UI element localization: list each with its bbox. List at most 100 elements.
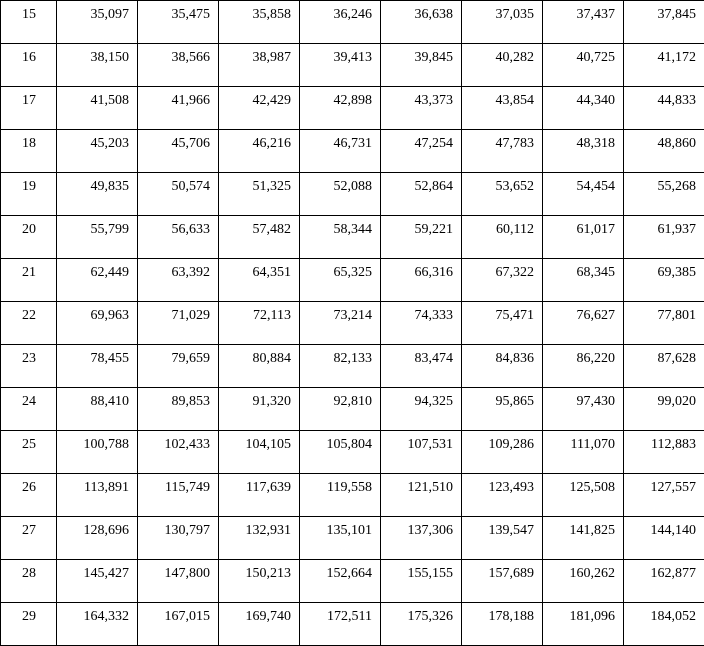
table-cell: 119,558 [300,474,381,517]
table-cell: 55,799 [57,216,138,259]
row-label: 27 [1,517,57,560]
table-cell: 127,557 [624,474,704,517]
table-cell: 36,638 [381,1,462,44]
table-cell: 59,221 [381,216,462,259]
table-cell: 184,052 [624,603,704,646]
table-cell: 58,344 [300,216,381,259]
table-cell: 47,783 [462,130,543,173]
table-cell: 66,316 [381,259,462,302]
table-cell: 152,664 [300,560,381,603]
row-label: 18 [1,130,57,173]
table-cell: 51,325 [219,173,300,216]
table-cell: 175,326 [381,603,462,646]
table-cell: 38,566 [138,44,219,87]
table-cell: 50,574 [138,173,219,216]
table-cell: 53,652 [462,173,543,216]
row-label: 19 [1,173,57,216]
table-row: 1845,20345,70646,21646,73147,25447,78348… [1,130,704,173]
table-cell: 61,937 [624,216,704,259]
table-cell: 52,864 [381,173,462,216]
table-cell: 169,740 [219,603,300,646]
table-cell: 73,214 [300,302,381,345]
table-cell: 71,029 [138,302,219,345]
table-cell: 41,508 [57,87,138,130]
table-cell: 102,433 [138,431,219,474]
row-label: 21 [1,259,57,302]
table-cell: 38,150 [57,44,138,87]
table-row: 29164,332167,015169,740172,511175,326178… [1,603,704,646]
table-cell: 67,322 [462,259,543,302]
row-label: 16 [1,44,57,87]
table-cell: 112,883 [624,431,704,474]
table-cell: 60,112 [462,216,543,259]
table-cell: 56,633 [138,216,219,259]
table-cell: 155,155 [381,560,462,603]
table-cell: 99,020 [624,388,704,431]
table-cell: 172,511 [300,603,381,646]
table-cell: 46,216 [219,130,300,173]
row-label: 20 [1,216,57,259]
table-cell: 135,101 [300,517,381,560]
table-cell: 41,966 [138,87,219,130]
table-cell: 75,471 [462,302,543,345]
table-cell: 61,017 [543,216,624,259]
row-label: 28 [1,560,57,603]
table-row: 26113,891115,749117,639119,558121,510123… [1,474,704,517]
table-cell: 35,475 [138,1,219,44]
table-cell: 164,332 [57,603,138,646]
table-row: 2488,41089,85391,32092,81094,32595,86597… [1,388,704,431]
table-cell: 113,891 [57,474,138,517]
table-cell: 37,035 [462,1,543,44]
table-cell: 167,015 [138,603,219,646]
table-cell: 105,804 [300,431,381,474]
table-cell: 45,203 [57,130,138,173]
table-cell: 97,430 [543,388,624,431]
table-cell: 48,860 [624,130,704,173]
table-row: 25100,788102,433104,105105,804107,531109… [1,431,704,474]
table-cell: 104,105 [219,431,300,474]
table-cell: 42,898 [300,87,381,130]
table-cell: 181,096 [543,603,624,646]
table-cell: 46,731 [300,130,381,173]
table-cell: 91,320 [219,388,300,431]
table-row: 1535,09735,47535,85836,24636,63837,03537… [1,1,704,44]
table-cell: 94,325 [381,388,462,431]
table-cell: 48,318 [543,130,624,173]
table-cell: 78,455 [57,345,138,388]
table-cell: 35,097 [57,1,138,44]
table-cell: 64,351 [219,259,300,302]
table-cell: 117,639 [219,474,300,517]
table-cell: 130,797 [138,517,219,560]
table-cell: 162,877 [624,560,704,603]
table-cell: 54,454 [543,173,624,216]
table-cell: 139,547 [462,517,543,560]
table-cell: 52,088 [300,173,381,216]
table-cell: 35,858 [219,1,300,44]
table-cell: 150,213 [219,560,300,603]
table-cell: 100,788 [57,431,138,474]
table-cell: 74,333 [381,302,462,345]
table-cell: 44,833 [624,87,704,130]
row-label: 24 [1,388,57,431]
table-cell: 40,725 [543,44,624,87]
row-label: 15 [1,1,57,44]
table-row: 27128,696130,797132,931135,101137,306139… [1,517,704,560]
table-cell: 77,801 [624,302,704,345]
table-cell: 95,865 [462,388,543,431]
table-cell: 128,696 [57,517,138,560]
table-cell: 36,246 [300,1,381,44]
table-cell: 160,262 [543,560,624,603]
table-cell: 145,427 [57,560,138,603]
table-row: 2055,79956,63357,48258,34459,22160,11261… [1,216,704,259]
table-row: 2269,96371,02972,11373,21474,33375,47176… [1,302,704,345]
table-cell: 68,345 [543,259,624,302]
row-label: 22 [1,302,57,345]
table-cell: 39,413 [300,44,381,87]
row-label: 29 [1,603,57,646]
table-cell: 37,437 [543,1,624,44]
table-cell: 80,884 [219,345,300,388]
table-cell: 147,800 [138,560,219,603]
table-cell: 69,385 [624,259,704,302]
row-label: 25 [1,431,57,474]
table-row: 1949,83550,57451,32552,08852,86453,65254… [1,173,704,216]
